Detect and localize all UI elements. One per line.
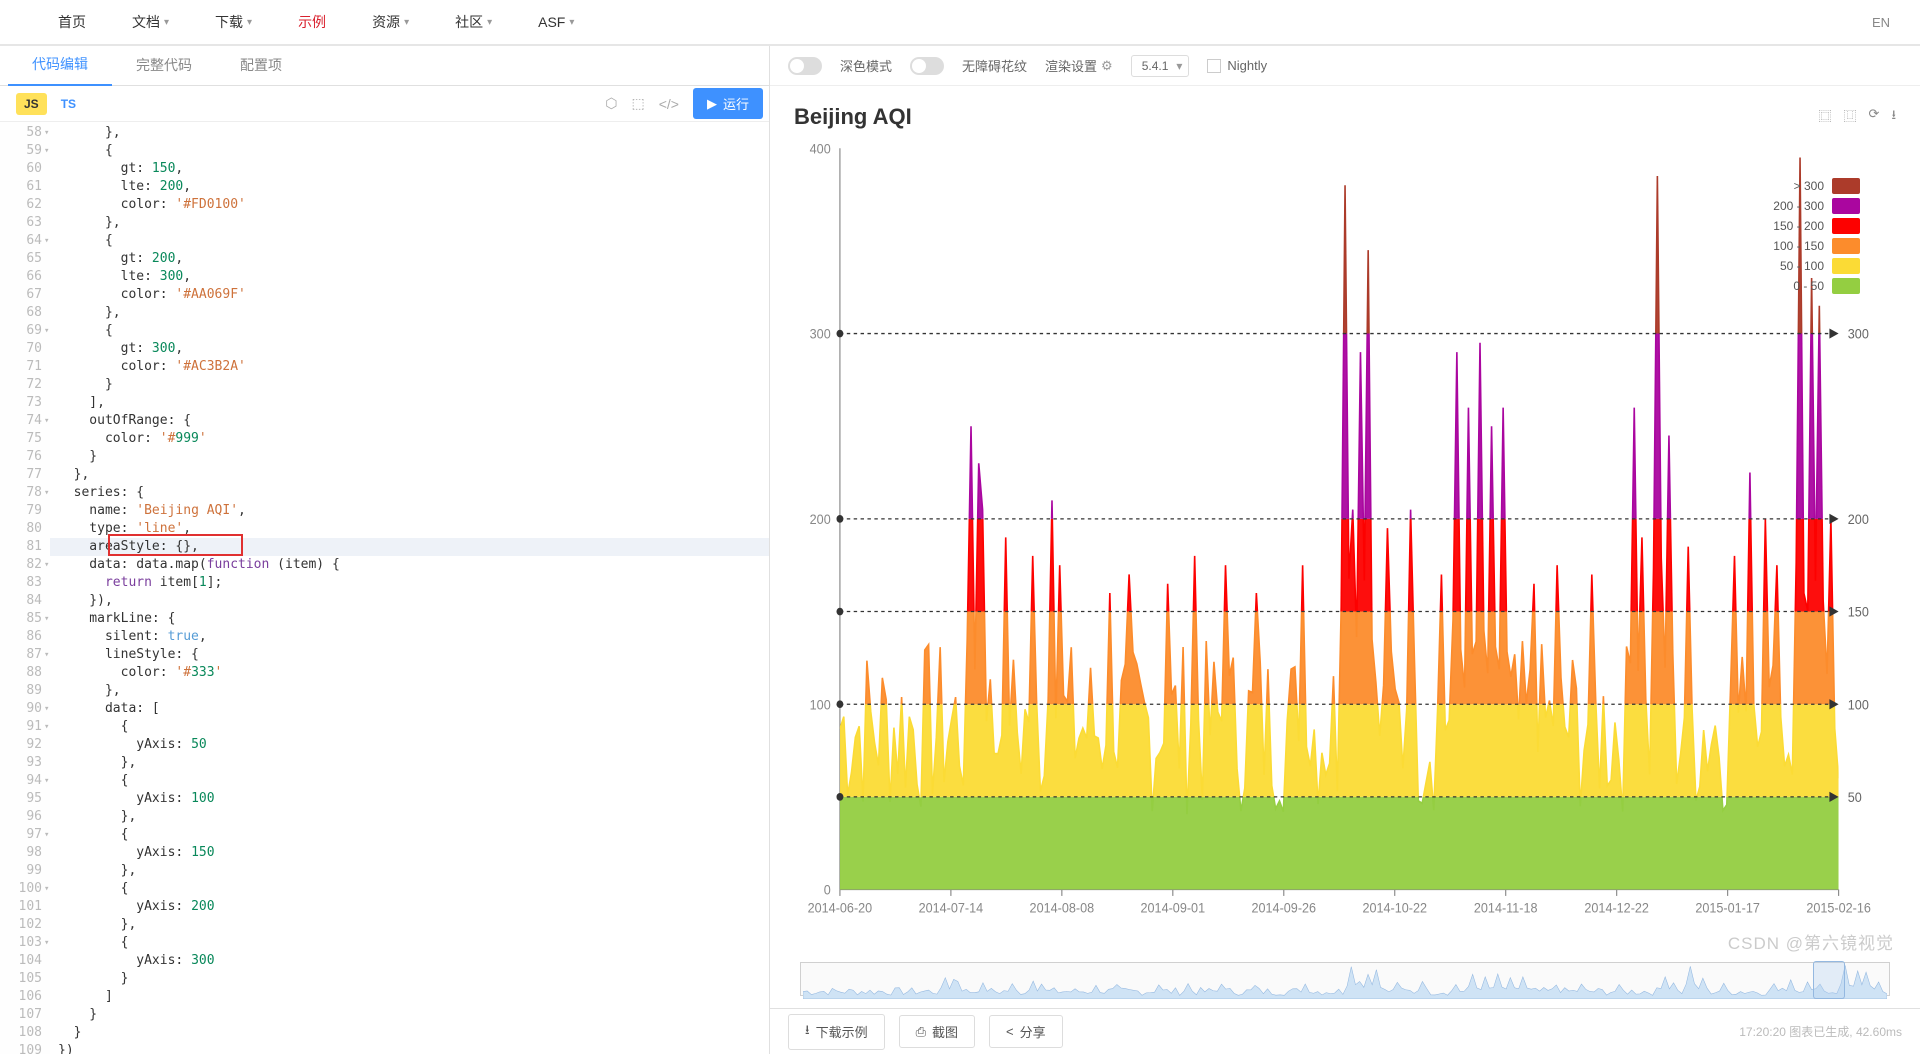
svg-text:2015-01-17: 2015-01-17 bbox=[1695, 900, 1760, 916]
svg-text:150: 150 bbox=[1848, 604, 1869, 620]
screenshot-button[interactable]: ⎙ 截图 bbox=[899, 1015, 975, 1048]
chart-toolbox: ⿴ ⿶ ⟳ ⭳ bbox=[1819, 106, 1897, 128]
chevron-down-icon: ▾ bbox=[247, 17, 252, 28]
chevron-down-icon: ▾ bbox=[164, 17, 169, 28]
svg-text:2014-08-08: 2014-08-08 bbox=[1030, 900, 1095, 916]
top-nav: 首页文档▾ 下载▾ 示例资源▾ 社区▾ ASF▾ EN bbox=[0, 0, 1920, 46]
share-button[interactable]: < 分享 bbox=[989, 1015, 1063, 1048]
nav-item-资源[interactable]: 资源▾ bbox=[354, 12, 427, 32]
lang-tab-js[interactable]: JS bbox=[16, 93, 47, 115]
svg-text:2014-12-22: 2014-12-22 bbox=[1584, 900, 1649, 916]
svg-text:2014-06-20: 2014-06-20 bbox=[808, 900, 873, 916]
datazoom-back-icon[interactable]: ⿶ bbox=[1844, 106, 1857, 128]
datazoom-icon[interactable]: ⿴ bbox=[1819, 106, 1832, 128]
legend-item[interactable]: 150 - 200 bbox=[1773, 216, 1860, 236]
nav-item-ASF[interactable]: ASF▾ bbox=[520, 12, 592, 32]
cube-icon[interactable]: ⬡ bbox=[605, 95, 617, 112]
tab-完整代码[interactable]: 完整代码 bbox=[112, 45, 216, 85]
data-zoom-slider[interactable] bbox=[800, 962, 1890, 996]
chart-canvas[interactable]: 0 100 200 300 400 2014-06-20 2014-07-14 2014-08… bbox=[794, 138, 1896, 956]
svg-text:2014-09-26: 2014-09-26 bbox=[1251, 900, 1316, 916]
tab-配置项[interactable]: 配置项 bbox=[216, 45, 306, 85]
svg-text:100: 100 bbox=[810, 697, 831, 713]
dark-mode-label: 深色模式 bbox=[840, 56, 892, 75]
language-switch[interactable]: EN bbox=[1872, 15, 1890, 30]
legend-item[interactable]: 0 - 50 bbox=[1773, 276, 1860, 296]
svg-text:2015-02-16: 2015-02-16 bbox=[1806, 900, 1871, 916]
dark-mode-toggle[interactable] bbox=[788, 57, 822, 75]
editor-panel: 代码编辑完整代码配置项 JS TS ⬡ ⬚ </> ▶ 运行 58▾59▾60 bbox=[0, 46, 770, 1054]
legend-item[interactable]: 100 - 150 bbox=[1773, 236, 1860, 256]
svg-text:50: 50 bbox=[1848, 789, 1862, 805]
restore-icon[interactable]: ⟳ bbox=[1869, 106, 1880, 128]
download-icon: ⭳ bbox=[805, 1021, 810, 1043]
bottom-actions: ⭳ 下载示例 ⎙ 截图 < 分享 17:20:20 图表已生成, 42.60ms bbox=[770, 1008, 1920, 1054]
save-image-icon[interactable]: ⭳ bbox=[1891, 106, 1896, 128]
tab-代码编辑[interactable]: 代码编辑 bbox=[8, 44, 112, 86]
editor-tabs: 代码编辑完整代码配置项 bbox=[0, 46, 769, 86]
chevron-down-icon: ▾ bbox=[569, 17, 574, 28]
svg-text:300: 300 bbox=[810, 326, 831, 342]
box-icon[interactable]: ⬚ bbox=[632, 95, 645, 112]
legend-item[interactable]: 50 - 100 bbox=[1773, 256, 1860, 276]
svg-text:2014-07-14: 2014-07-14 bbox=[919, 900, 984, 916]
nav-item-示例[interactable]: 示例 bbox=[280, 12, 344, 32]
code-icon[interactable]: </> bbox=[659, 96, 679, 112]
accessibility-label: 无障碍花纹 bbox=[962, 56, 1027, 75]
version-select[interactable]: 5.4.1 bbox=[1131, 55, 1190, 77]
chevron-down-icon: ▾ bbox=[487, 17, 492, 28]
run-button[interactable]: ▶ 运行 bbox=[693, 88, 763, 119]
svg-text:0: 0 bbox=[824, 882, 831, 898]
svg-text:2014-10-22: 2014-10-22 bbox=[1362, 900, 1427, 916]
chart-title: Beijing AQI bbox=[794, 104, 912, 130]
nightly-checkbox[interactable]: Nightly bbox=[1207, 58, 1267, 74]
legend-item[interactable]: 200 - 300 bbox=[1773, 196, 1860, 216]
gear-icon: ⚙ bbox=[1101, 58, 1113, 74]
chart-legend[interactable]: > 300200 - 300150 - 200100 - 15050 - 100… bbox=[1773, 176, 1860, 296]
accessibility-toggle[interactable] bbox=[910, 57, 944, 75]
legend-item[interactable]: > 300 bbox=[1773, 176, 1860, 196]
chevron-down-icon: ▾ bbox=[404, 17, 409, 28]
svg-text:300: 300 bbox=[1848, 326, 1869, 342]
camera-icon: ⎙ bbox=[916, 1024, 926, 1040]
svg-text:200: 200 bbox=[810, 511, 831, 527]
lang-tab-ts[interactable]: TS bbox=[53, 93, 84, 115]
share-icon: < bbox=[1006, 1024, 1014, 1039]
svg-text:200: 200 bbox=[1848, 511, 1869, 527]
svg-text:100: 100 bbox=[1848, 697, 1869, 713]
nav-item-社区[interactable]: 社区▾ bbox=[437, 12, 510, 32]
data-zoom-handle[interactable] bbox=[1813, 961, 1846, 999]
svg-text:2014-09-01: 2014-09-01 bbox=[1141, 900, 1206, 916]
nav-item-文档[interactable]: 文档▾ bbox=[114, 12, 187, 32]
run-button-label: 运行 bbox=[723, 94, 749, 113]
download-example-button[interactable]: ⭳ 下载示例 bbox=[788, 1014, 885, 1050]
svg-text:2014-11-18: 2014-11-18 bbox=[1474, 900, 1538, 916]
play-icon: ▶ bbox=[707, 96, 717, 112]
nav-item-首页[interactable]: 首页 bbox=[40, 12, 104, 32]
code-editor[interactable]: 58▾59▾6061626364▾6566676869▾7071727374▾7… bbox=[0, 122, 769, 1054]
svg-text:400: 400 bbox=[810, 141, 831, 157]
preview-toolbar: 深色模式 无障碍花纹 渲染设置 ⚙ 5.4.1 Nightly bbox=[770, 46, 1920, 86]
render-settings[interactable]: 渲染设置 ⚙ bbox=[1045, 56, 1113, 75]
preview-panel: 深色模式 无障碍花纹 渲染设置 ⚙ 5.4.1 Nightly Beijing … bbox=[770, 46, 1920, 1054]
render-status: 17:20:20 图表已生成, 42.60ms bbox=[1739, 1023, 1902, 1040]
nav-item-下载[interactable]: 下载▾ bbox=[197, 12, 270, 32]
